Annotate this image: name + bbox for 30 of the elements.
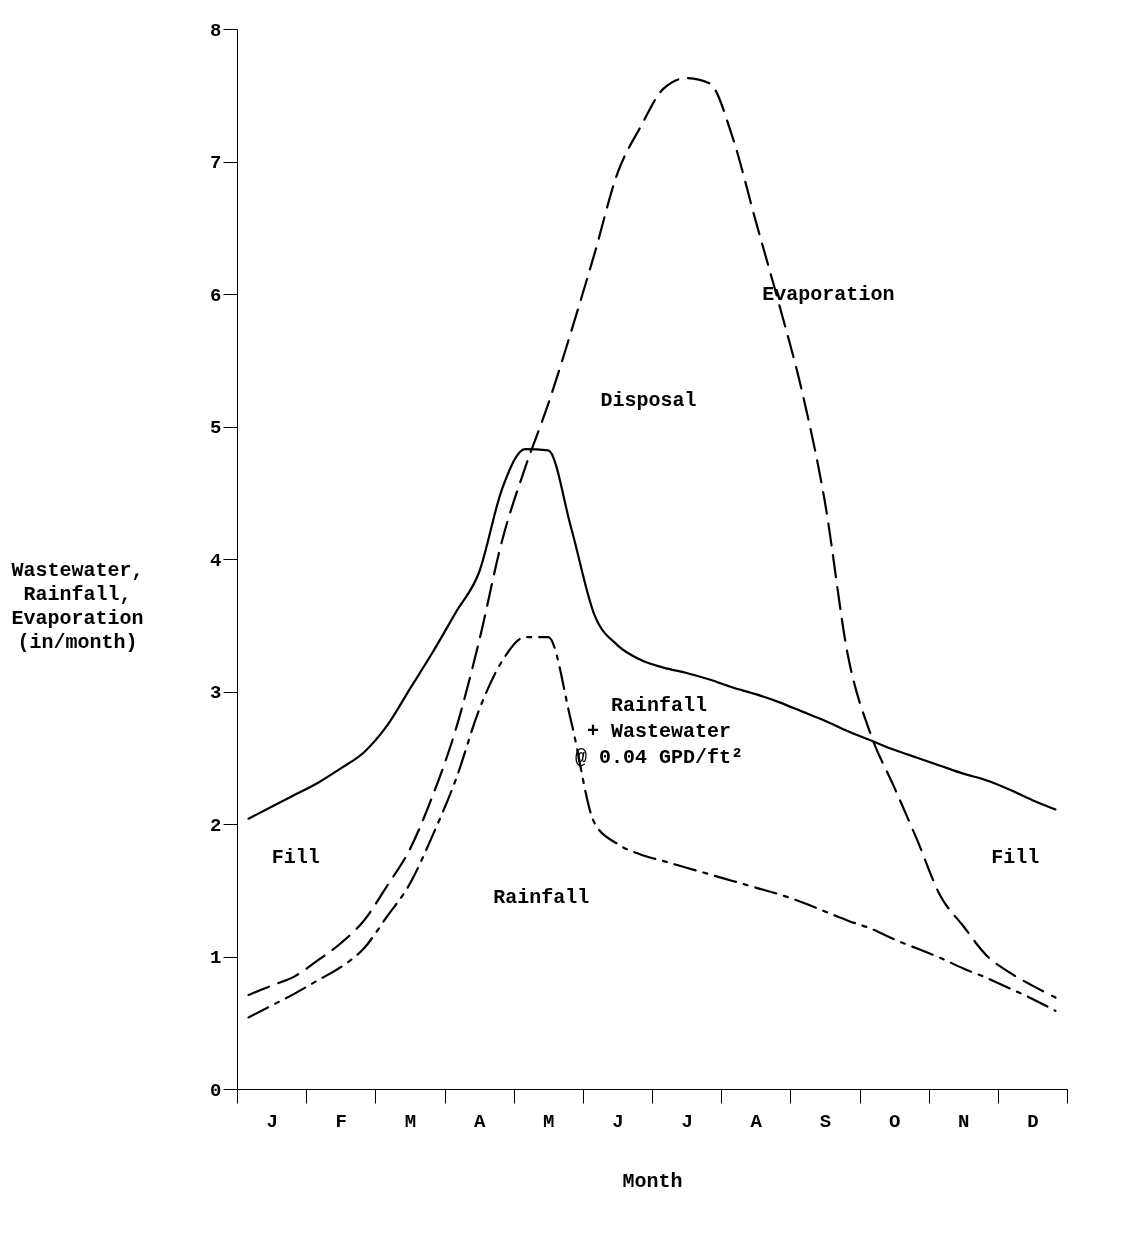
annotation: Fill — [991, 846, 1040, 870]
x-tick-label: D — [1027, 1110, 1039, 1133]
x-tick-label: A — [473, 1110, 486, 1133]
series-label: Evaporation — [762, 283, 895, 306]
y-tick-label: 8 — [210, 19, 222, 42]
text: Rainfall — [493, 885, 590, 909]
y-tick-label: 3 — [210, 682, 222, 704]
x-tick-label: J — [681, 1110, 693, 1133]
y-tick-label: 2 — [210, 814, 222, 837]
x-tick-label: A — [750, 1110, 763, 1133]
x-tick-label: J — [266, 1110, 278, 1133]
x-tick-label: J — [612, 1110, 624, 1133]
y-tick-label: 0 — [210, 1079, 222, 1102]
x-tick-label: F — [335, 1110, 347, 1133]
annotation: Disposal — [600, 389, 697, 412]
x-tick-label: M — [543, 1110, 555, 1133]
y-tick-label: 6 — [210, 284, 222, 307]
y-tick-label: 7 — [210, 152, 222, 174]
x-axis-title: Month — [622, 1169, 683, 1193]
y-axis-title: Wastewater, Rainfall, Evaporation (in/month) — [11, 558, 144, 654]
x-tick-label: O — [888, 1110, 901, 1133]
y-tick-label: 4 — [210, 549, 222, 572]
line-series — [247, 76, 1057, 999]
x-tick-label: M — [404, 1110, 417, 1133]
annotation: Fill — [271, 846, 320, 870]
x-tick-label: S — [819, 1110, 832, 1133]
line-series — [247, 636, 1057, 1019]
x-tick-label: N — [958, 1110, 970, 1133]
y-tick-label: 1 — [210, 947, 222, 969]
y-tick-label: 5 — [210, 417, 222, 439]
